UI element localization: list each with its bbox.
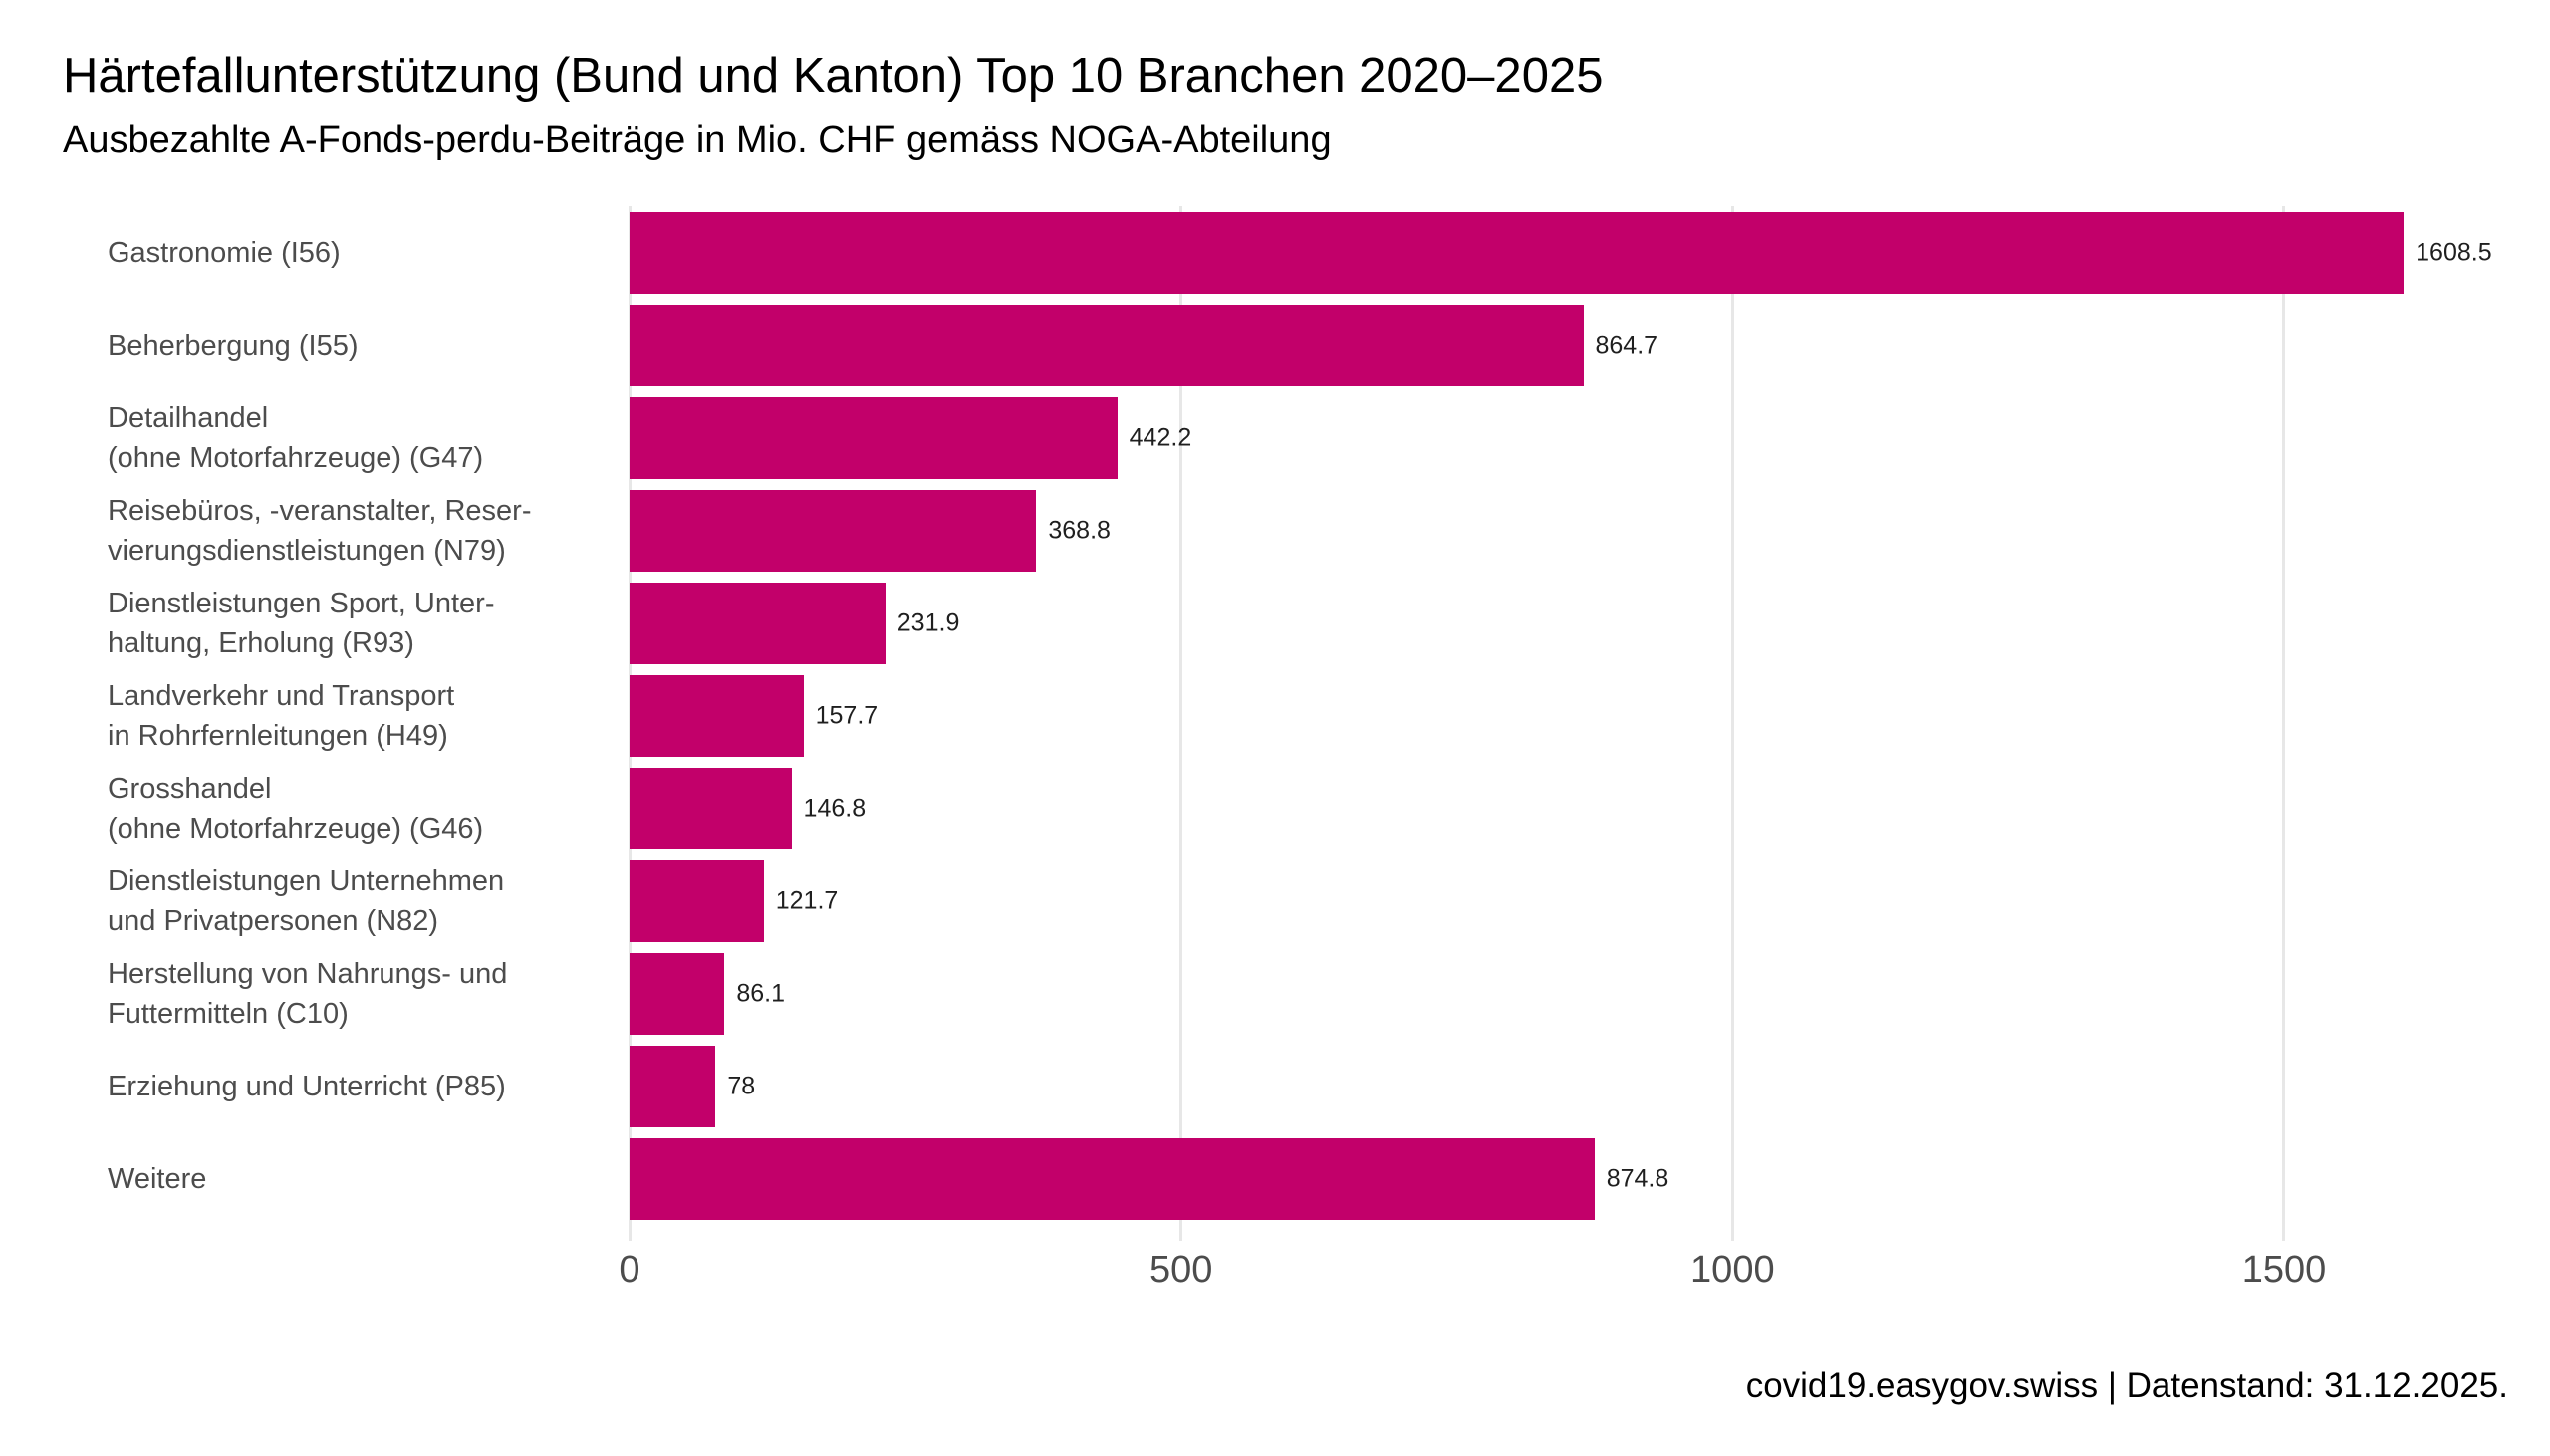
bar <box>630 396 1118 479</box>
category-label: Beherbergung (I55) <box>108 329 359 362</box>
category-label: Detailhandel (ohne Motorfahrzeuge) (G47) <box>108 401 484 474</box>
bar-row: Grosshandel (ohne Motorfahrzeuge) (G46) 1… <box>0 762 2550 854</box>
chart-title: Härtefallunterstützung (Bund und Kanton)… <box>63 49 1604 103</box>
bar <box>630 767 792 849</box>
bar-row: Dienstleistungen Sport, Unter- haltung, … <box>0 577 2550 669</box>
bar-row: Reisebüros, -veranstalter, Reser- vierun… <box>0 484 2550 577</box>
bar-row: Landverkehr und Transport in Rohrfernlei… <box>0 669 2550 762</box>
category-label: Grosshandel (ohne Motorfahrzeuge) (G46) <box>108 772 484 845</box>
category-label: Reisebüros, -veranstalter, Reser- vierun… <box>108 494 532 567</box>
gridline <box>1179 206 1183 1241</box>
x-tick-label: 500 <box>1148 1249 1213 1291</box>
category-label: Gastronomie (I56) <box>108 236 341 269</box>
category-label: Dienstleistungen Sport, Unter- haltung, … <box>108 587 495 659</box>
x-tick-label: 1500 <box>2241 1249 2327 1291</box>
value-label: 864.7 <box>1595 331 1658 359</box>
value-label: 121.7 <box>775 886 839 914</box>
value-label: 442.2 <box>1129 423 1192 451</box>
value-label: 86.1 <box>736 979 785 1007</box>
source-line: covid19.easygov.swiss | Datenstand: 31.1… <box>1745 1366 2508 1405</box>
chart-subtitle: Ausbezahlte A-Fonds-perdu-Beiträge in Mi… <box>63 120 1332 161</box>
value-label: 231.9 <box>896 608 960 636</box>
bar-row: Erziehung und Unterricht (P85) 78 <box>0 1040 2550 1132</box>
bar <box>630 582 886 664</box>
value-label: 874.8 <box>1606 1164 1669 1192</box>
bar <box>630 952 725 1035</box>
category-label: Landverkehr und Transport in Rohrfernlei… <box>108 679 455 752</box>
bar <box>630 489 1037 572</box>
value-label: 78 <box>727 1072 756 1099</box>
x-tick-label: 1000 <box>1690 1249 1775 1291</box>
bar-row: Gastronomie (I56) 1608.5 <box>0 206 2550 299</box>
bar <box>630 211 2405 294</box>
bar-row: Beherbergung (I55) 864.7 <box>0 299 2550 391</box>
value-label: 146.8 <box>803 794 867 822</box>
bar <box>630 1137 1595 1220</box>
bar-rows: Gastronomie (I56) 1608.5 Beherbergung (I55… <box>0 206 2550 1225</box>
bar-row: Herstellung von Nahrungs- und Futtermitt… <box>0 947 2550 1040</box>
bar-row: Detailhandel (ohne Motorfahrzeuge) (G47)… <box>0 391 2550 484</box>
bar-row: Weitere 874.8 <box>0 1132 2550 1225</box>
gridline <box>1730 206 1734 1241</box>
bar <box>630 674 804 757</box>
value-label: 157.7 <box>815 701 879 729</box>
category-label: Weitere <box>108 1162 207 1195</box>
value-label: 1608.5 <box>2416 238 2492 266</box>
category-label: Erziehung und Unterricht (P85) <box>108 1070 506 1102</box>
bar <box>630 304 1584 386</box>
bar <box>630 1045 716 1127</box>
category-label: Dienstleistungen Unternehmen und Privatp… <box>108 864 505 937</box>
gridline <box>2282 206 2286 1241</box>
category-label: Herstellung von Nahrungs- und Futtermitt… <box>108 957 508 1030</box>
x-tick-label: 0 <box>619 1249 640 1291</box>
bar-row: Dienstleistungen Unternehmen und Privatp… <box>0 854 2550 947</box>
bar <box>630 859 764 942</box>
value-label: 368.8 <box>1048 516 1111 544</box>
